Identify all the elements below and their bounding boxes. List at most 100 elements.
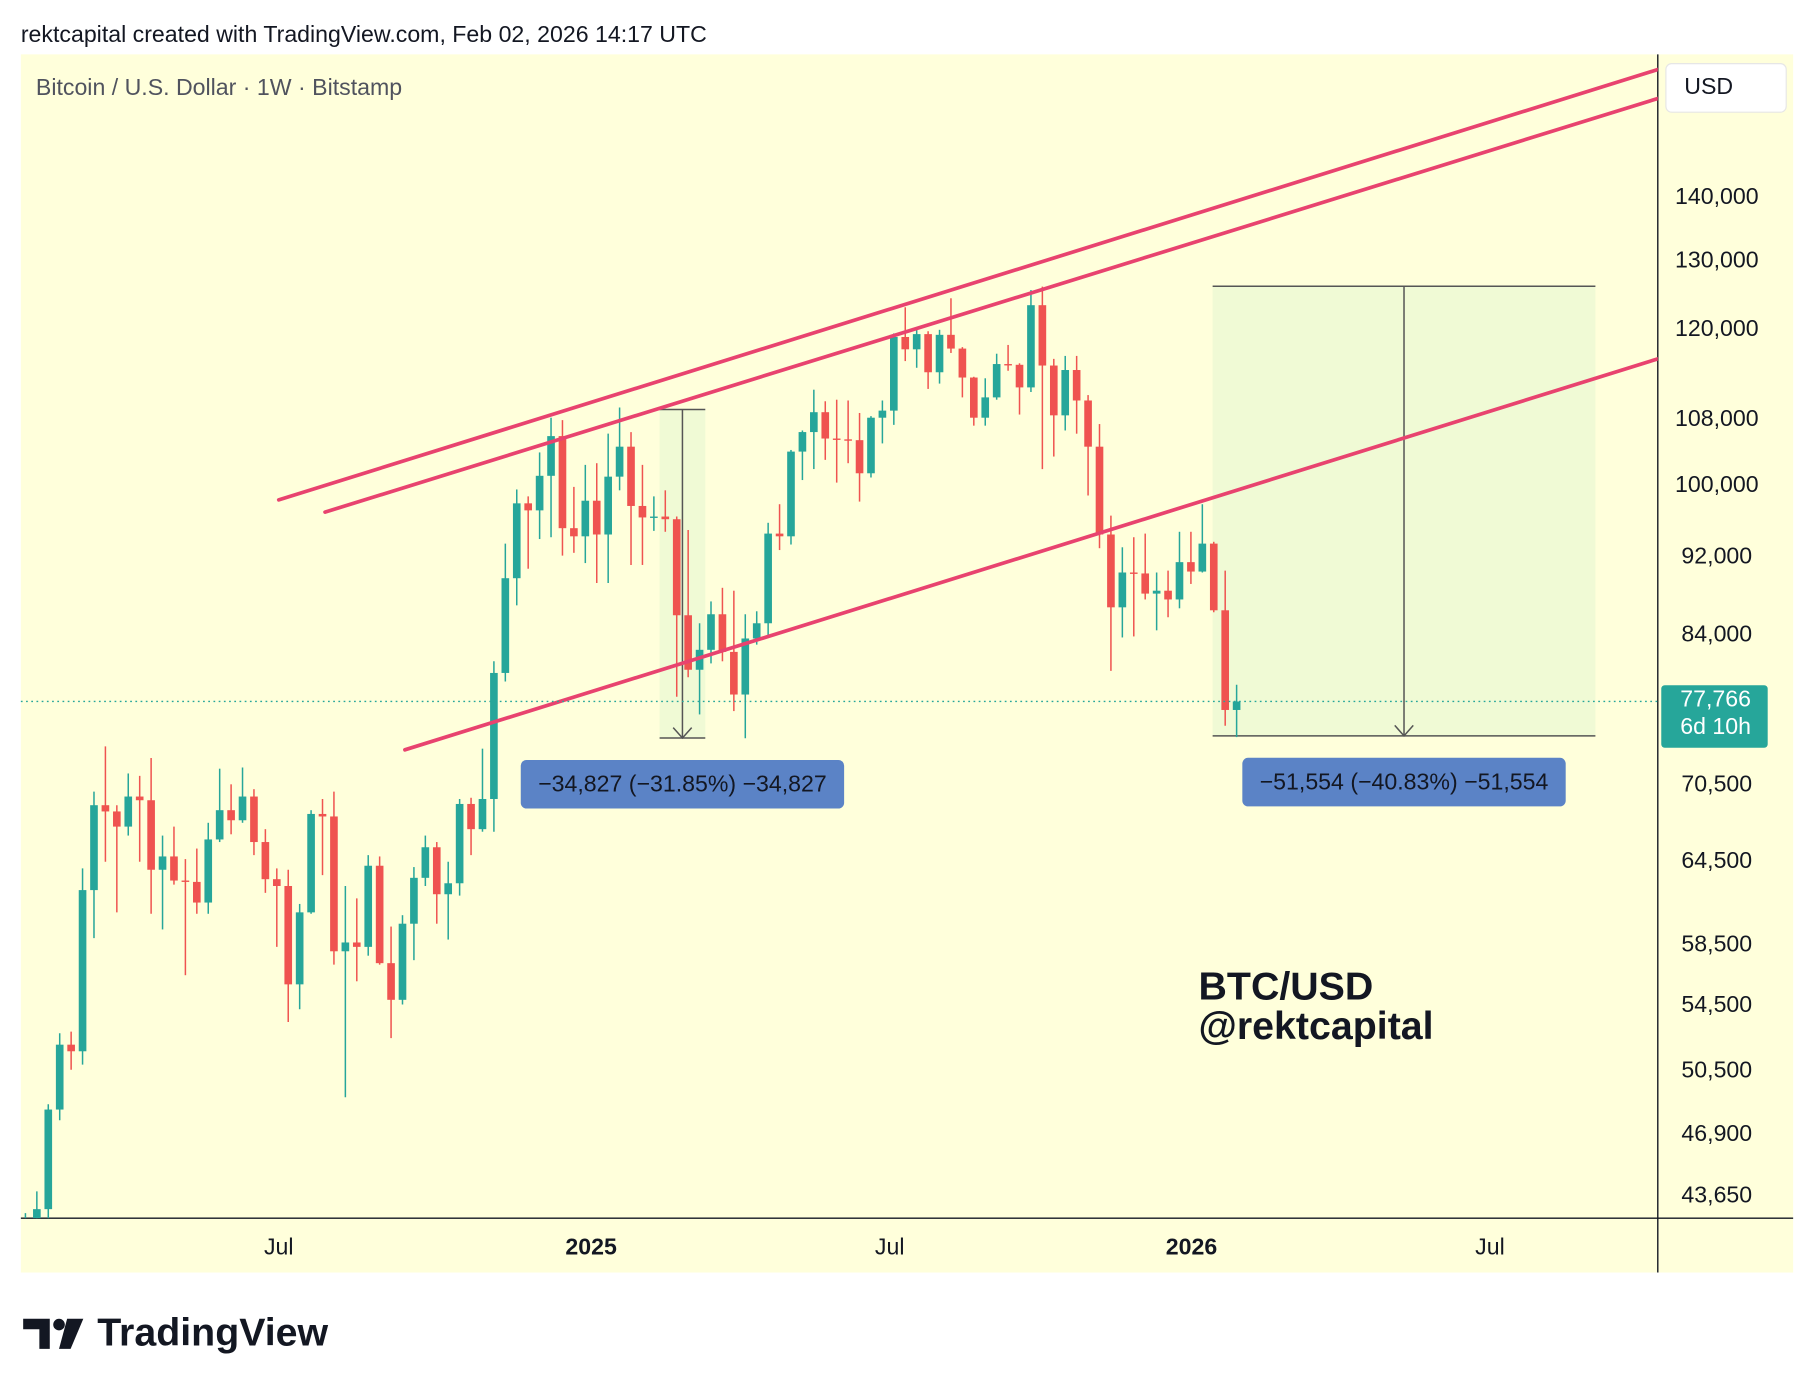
trend-line [323, 96, 1658, 514]
candle-body [284, 885, 293, 985]
candle-body [193, 881, 201, 903]
candle-body [969, 377, 978, 418]
candle-body [844, 439, 852, 441]
candle-body [113, 811, 121, 827]
candle-body [981, 397, 990, 418]
candle-body [1107, 534, 1115, 608]
candle-body [1004, 364, 1012, 366]
candle-body [272, 879, 281, 886]
y-tick-label: 50,500 [1681, 1057, 1752, 1083]
candle-body [890, 336, 898, 411]
candle-body [547, 436, 555, 476]
currency-box[interactable] [1665, 63, 1787, 113]
y-tick-label: 43,650 [1681, 1181, 1752, 1207]
candle-body [215, 810, 224, 840]
candle-body [432, 847, 441, 895]
candle-body [1084, 400, 1092, 447]
candle-body [878, 410, 887, 418]
candle-body [1141, 573, 1150, 594]
candle-body [295, 912, 304, 985]
candle-body [364, 865, 373, 947]
candle-body [1015, 364, 1024, 388]
candle-body [55, 1044, 64, 1110]
candle-body [444, 883, 453, 895]
candle-body [524, 503, 533, 511]
trend-line [276, 67, 1658, 502]
candle-body [455, 803, 464, 884]
candle-body [535, 475, 544, 511]
candle-body [592, 500, 601, 535]
candle-body [387, 963, 395, 1000]
x-tick-label: 2026 [1166, 1233, 1218, 1259]
candle-body [832, 438, 841, 440]
candle-body [947, 334, 955, 349]
candle-body [375, 865, 384, 964]
candle-body [398, 923, 407, 1000]
candle-body [124, 796, 133, 827]
candle-body [1221, 610, 1230, 710]
candle-body [787, 451, 795, 537]
logo-mark [53, 1318, 65, 1331]
y-tick-label: 120,000 [1675, 315, 1759, 341]
candle-body [250, 796, 258, 843]
candle-body [181, 880, 190, 882]
candle-body [672, 519, 681, 616]
candle-body [330, 816, 338, 952]
candle-body [170, 856, 178, 881]
y-tick-label: 58,500 [1681, 931, 1752, 957]
measure-label-box [1242, 757, 1566, 807]
candle-body [352, 942, 361, 947]
candle-body [158, 856, 167, 870]
x-tick-label: Jul [264, 1233, 294, 1259]
candle-body [307, 813, 315, 913]
candle-body [67, 1044, 75, 1052]
logo-mark [59, 1318, 84, 1349]
candle-body [992, 364, 1001, 398]
countdown-label: 6d 10h [1680, 713, 1751, 739]
candle-body [1129, 572, 1138, 574]
candle-body [1232, 701, 1241, 710]
candle-body [741, 638, 750, 695]
y-tick-label: 64,500 [1681, 847, 1752, 873]
candle-body [318, 813, 327, 817]
candle-body [775, 533, 784, 537]
candle-body [752, 623, 761, 639]
tradingview-logo [23, 1318, 84, 1349]
candle-body [718, 614, 727, 652]
x-tick-label: 2025 [565, 1233, 617, 1259]
candle-body [661, 516, 670, 520]
y-tick-label: 70,500 [1681, 771, 1752, 797]
x-tick-label: Jul [875, 1233, 905, 1259]
candle-body [638, 505, 647, 518]
candle-body [901, 336, 910, 350]
x-tick-label: Jul [1475, 1233, 1505, 1259]
candle-body [570, 528, 578, 537]
candle-body [421, 847, 430, 878]
measure-label-box [520, 759, 845, 809]
trend-line [403, 357, 1658, 752]
candle-body [1061, 370, 1070, 416]
candle-body [1198, 543, 1207, 572]
last-price-tag [1661, 685, 1768, 748]
currency-label[interactable]: USD [1684, 73, 1733, 99]
candle-body [478, 799, 487, 830]
candle-body [627, 446, 635, 506]
candle-body [204, 839, 213, 903]
candle-body [764, 533, 772, 624]
candle-body [924, 334, 932, 373]
candle-body [855, 440, 864, 474]
candle-body [1049, 365, 1058, 416]
candle-body [810, 412, 818, 433]
measure-arrowhead [672, 727, 693, 740]
candle-body [467, 803, 475, 830]
y-tick-label: 92,000 [1681, 543, 1752, 569]
measure-label: −51,554 (−40.83%) −51,554 [1260, 768, 1549, 794]
symbol-legend: Bitcoin / U.S. Dollar · 1W · Bitstamp [36, 74, 402, 100]
candle-body [33, 1209, 41, 1219]
candle-body [581, 500, 590, 537]
header-text: rektcapital created with TradingView.com… [21, 21, 707, 47]
logo-mark [23, 1318, 50, 1349]
candle-body [238, 796, 247, 821]
